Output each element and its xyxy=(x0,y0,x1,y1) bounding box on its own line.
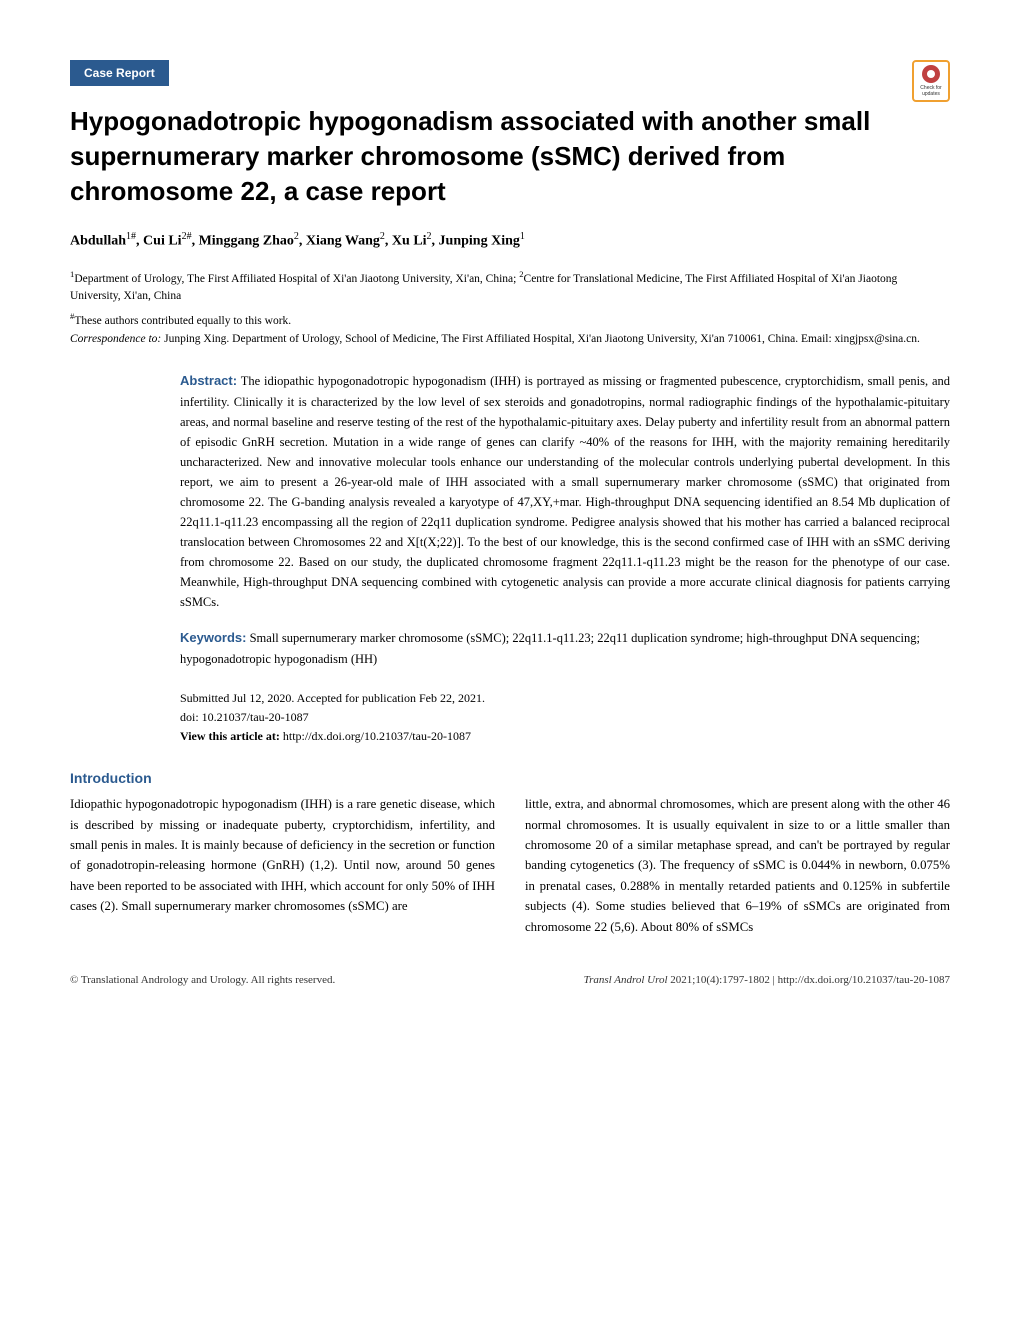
doi-line: doi: 10.21037/tau-20-1087 xyxy=(180,708,950,727)
affiliations: 1Department of Urology, The First Affili… xyxy=(70,268,950,305)
view-article-url[interactable]: http://dx.doi.org/10.21037/tau-20-1087 xyxy=(280,729,471,743)
footer-citation: Transl Androl Urol 2021;10(4):1797-1802 … xyxy=(584,973,950,988)
keywords-text: Small supernumerary marker chromosome (s… xyxy=(180,631,920,666)
equal-contribution-note: #These authors contributed equally to th… xyxy=(70,311,950,327)
abstract-block: Abstract: The idiopathic hypogonadotropi… xyxy=(180,371,950,612)
intro-col-right: little, extra, and abnormal chromosomes,… xyxy=(525,794,950,937)
keywords-heading: Keywords: xyxy=(180,630,246,645)
abstract-text: The idiopathic hypogonadotropic hypogona… xyxy=(180,374,950,609)
submission-block: Submitted Jul 12, 2020. Accepted for pub… xyxy=(180,689,950,747)
correspondence-text: Junping Xing. Department of Urology, Sch… xyxy=(161,333,920,345)
check-updates-label: Check for updates xyxy=(916,85,946,97)
case-report-badge: Case Report xyxy=(70,60,169,86)
article-title: Hypogonadotropic hypogonadism associated… xyxy=(70,104,950,209)
check-updates-badge[interactable]: Check for updates xyxy=(912,60,950,102)
abstract-heading: Abstract: xyxy=(180,373,237,388)
author-list: Abdullah1#, Cui Li2#, Minggang Zhao2, Xi… xyxy=(70,231,950,250)
correspondence-label: Correspondence to: xyxy=(70,333,161,345)
introduction-body: Idiopathic hypogonadotropic hypogonadism… xyxy=(70,794,950,937)
intro-col-left: Idiopathic hypogonadotropic hypogonadism… xyxy=(70,794,495,937)
keywords-block: Keywords: Small supernumerary marker chr… xyxy=(180,628,950,669)
check-updates-icon xyxy=(922,65,940,83)
view-article-label: View this article at: xyxy=(180,729,280,743)
footer-copyright: © Translational Andrology and Urology. A… xyxy=(70,973,335,988)
page-footer: © Translational Andrology and Urology. A… xyxy=(70,973,950,988)
submitted-line: Submitted Jul 12, 2020. Accepted for pub… xyxy=(180,689,950,708)
correspondence: Correspondence to: Junping Xing. Departm… xyxy=(70,331,950,349)
introduction-heading: Introduction xyxy=(70,770,950,786)
